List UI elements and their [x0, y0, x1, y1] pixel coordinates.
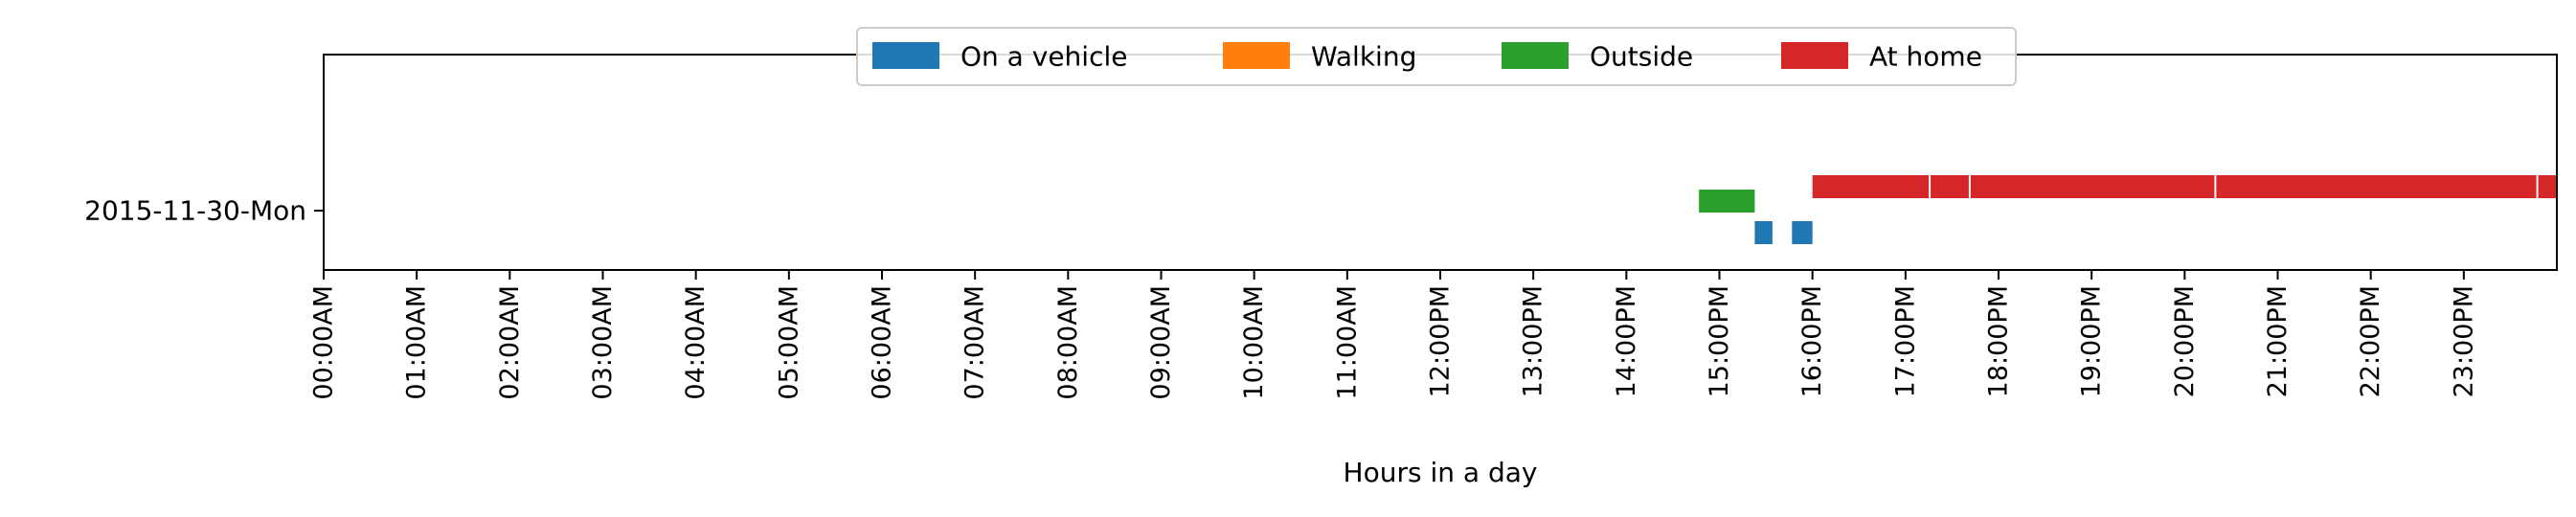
- x-tick-label: 16:00PM: [1797, 285, 1827, 397]
- x-tick-label: 07:00AM: [960, 285, 990, 400]
- legend-label: At home: [1869, 41, 1982, 73]
- legend-box: [856, 27, 2017, 86]
- bar-outside-0: [1699, 190, 1755, 213]
- x-tick-label: 18:00PM: [1984, 285, 2014, 397]
- plot-frame: [323, 54, 2558, 271]
- x-tick-label: 12:00PM: [1426, 285, 1456, 397]
- bar-at-home-3: [2216, 175, 2537, 198]
- x-tick-label: 15:00PM: [1705, 285, 1734, 397]
- legend-swatch: [1502, 42, 1569, 69]
- bar-on-a-vehicle-1: [1792, 221, 1813, 244]
- x-tick-label: 01:00AM: [402, 285, 432, 400]
- legend-swatch: [872, 42, 939, 69]
- x-tick-label: 08:00AM: [1053, 285, 1083, 400]
- x-tick-label: 11:00AM: [1332, 285, 1362, 400]
- legend-label: Outside: [1590, 41, 1693, 73]
- x-tick-label: 22:00PM: [2356, 285, 2385, 397]
- bar-at-home-1: [1931, 175, 1969, 198]
- legend: On a vehicle Walking Outside At home: [856, 27, 2017, 86]
- bar-at-home-2: [1970, 175, 2215, 198]
- x-tick-label: 00:00AM: [309, 285, 339, 400]
- x-tick-label: 13:00PM: [1519, 285, 1548, 397]
- x-tick-label: 06:00AM: [868, 285, 897, 400]
- x-tick-label: 04:00AM: [681, 285, 711, 400]
- x-tick-label: 21:00PM: [2263, 285, 2293, 397]
- bar-at-home-0: [1812, 175, 1930, 198]
- x-tick-label: 10:00AM: [1239, 285, 1269, 400]
- x-tick-label: 17:00PM: [1890, 285, 1920, 397]
- plot-layer: [1699, 175, 2557, 244]
- x-tick-label: 19:00PM: [2077, 285, 2107, 397]
- legend-label: On a vehicle: [960, 41, 1127, 73]
- y-axis: 2015-11-30-Mon: [84, 195, 324, 227]
- x-tick-label: 20:00PM: [2170, 285, 2200, 397]
- x-axis-label: Hours in a day: [1344, 457, 1538, 488]
- legend-swatch: [1781, 42, 1848, 69]
- x-tick-label: 23:00PM: [2449, 285, 2478, 397]
- x-tick-label: 05:00AM: [774, 285, 803, 400]
- x-tick-label: 14:00PM: [1612, 285, 1641, 397]
- legend-label: Walking: [1311, 41, 1416, 73]
- x-tick-label: 09:00AM: [1146, 285, 1176, 400]
- x-axis: 00:00AM 01:00AM 02:00AM 03:00AM 04:00AM 05:00…: [309, 270, 2478, 400]
- x-tick-label: 03:00AM: [588, 285, 618, 400]
- y-tick-label: 2015-11-30-Mon: [84, 195, 306, 227]
- bar-on-a-vehicle-0: [1754, 221, 1773, 244]
- bar-at-home-4: [2538, 175, 2557, 198]
- x-tick-label: 02:00AM: [495, 285, 525, 400]
- legend-swatch: [1223, 42, 1290, 69]
